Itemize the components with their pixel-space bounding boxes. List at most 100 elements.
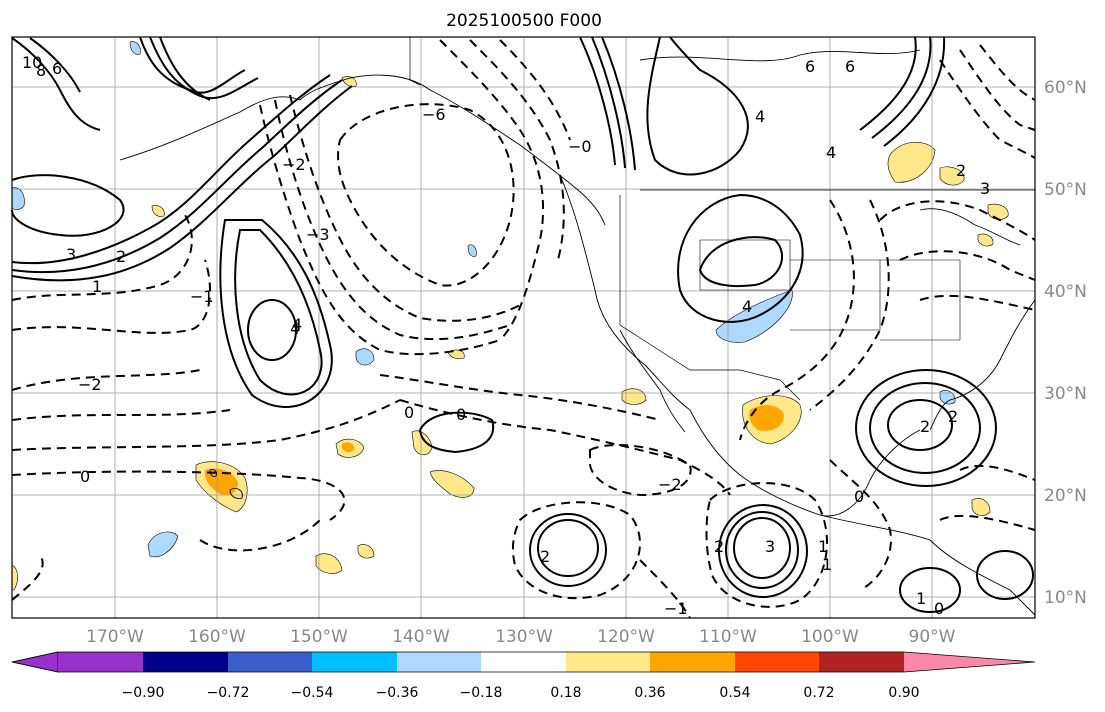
lon-label: 90°W [909, 627, 956, 647]
colorbar-segment [650, 652, 735, 672]
contour-label: 2 [956, 161, 966, 180]
lon-label: 160°W [188, 627, 246, 647]
contour-dash-3 [11, 369, 201, 391]
colorbar-segment [312, 652, 397, 672]
contour-label: 0 [934, 599, 944, 618]
shade-blue-south [147, 531, 179, 558]
contour-dash-11 [289, 94, 521, 322]
contour-dash-5 [11, 399, 401, 451]
contour-label: 2 [714, 537, 724, 556]
colorbar-extend-high [904, 652, 1035, 672]
contour-label: 6 [805, 57, 815, 76]
contour-dash-32 [939, 514, 1036, 531]
baja-coast [619, 329, 686, 433]
lat-label: 40°N [1044, 282, 1087, 302]
contour-east-3 [883, 36, 946, 147]
shade-yellow-caribbean [971, 498, 991, 516]
shade-blue-rockies [715, 289, 793, 343]
great-lakes [919, 208, 1021, 246]
contour-low-se-3 [855, 369, 997, 487]
state-boundary-3 [880, 259, 961, 341]
contour-label: 3 [66, 245, 76, 264]
gulf-coast [819, 429, 921, 517]
colorbar-tick-label: −0.54 [291, 685, 334, 701]
contour-dash-18 [589, 444, 692, 497]
contour-dash-8 [11, 554, 44, 601]
contour-n2 [149, 36, 259, 100]
shade-blue-north [129, 41, 141, 55]
colorbar-segment [735, 652, 819, 672]
contour-low-s1-2 [529, 513, 607, 587]
contour-label: 0 [80, 467, 90, 486]
contour-dash-29 [899, 250, 1036, 281]
lon-label: 170°W [86, 627, 144, 647]
colorbar-tick-label: 0.90 [888, 685, 919, 701]
arctic-coast [639, 49, 921, 62]
contour-label: 6 [845, 57, 855, 76]
atlantic-coast [929, 299, 1036, 431]
shade-yellow-canada [887, 142, 936, 183]
contour-dash-14 [469, 39, 565, 261]
contour-label: −2 [658, 475, 682, 494]
contour-dash-20 [705, 482, 828, 608]
colorbar-outline [11, 651, 1036, 673]
shade-yellow-south [315, 553, 343, 574]
colorbar-tick-label: −0.36 [376, 685, 419, 701]
lat-label: 10°N [1044, 588, 1087, 608]
colorbar-tick-label: 0.36 [634, 685, 665, 701]
contour-label: −6 [422, 105, 446, 124]
contour-label: −1 [664, 599, 688, 618]
contour-dash-27 [979, 44, 1036, 101]
contour-low-3 [234, 229, 323, 396]
contour-label: −2 [282, 155, 306, 174]
alaska-border [409, 37, 421, 86]
contour-low-s4-1 [976, 550, 1034, 600]
shade-yellow-south-2 [357, 544, 375, 559]
contour-dash-31 [959, 464, 1036, 481]
colorbar-segment [397, 652, 481, 672]
contour-dash-17 [399, 399, 731, 496]
shade-yellow-lakes [987, 203, 1009, 220]
colorbar-tick-label: −0.90 [122, 685, 165, 701]
lat-label: 50°N [1044, 180, 1087, 200]
contour-low-4 [247, 299, 297, 361]
contour-dash-13 [439, 39, 545, 341]
contour-low-s3-1 [899, 567, 961, 613]
lon-label: 110°W [699, 627, 757, 647]
contours-dashed [11, 39, 1036, 619]
contour-label: 1 [92, 277, 102, 296]
contour-label: −1 [190, 287, 214, 306]
shade-blue-pacific [355, 348, 375, 366]
contour-label: −3 [306, 225, 330, 244]
contour-dash-22 [639, 559, 691, 619]
contour-dash-15 [499, 39, 571, 141]
contour-dash-2 [11, 259, 211, 334]
shade-yellow-pacific-2 [411, 430, 433, 456]
contour-label: 4 [290, 319, 300, 338]
contour-label: 2 [540, 547, 550, 566]
shade-yellow-pacific [429, 470, 475, 498]
map-background [12, 37, 1035, 618]
latitude-labels: 60°N 50°N 40°N 30°N 20°N 10°N [1044, 78, 1087, 608]
shade-yellow-lakes-2 [977, 233, 994, 247]
contour-low-s2-3 [718, 504, 808, 598]
contour-east-2 [871, 36, 932, 139]
colorbar-extend-low [11, 651, 59, 673]
lat-label: 30°N [1044, 384, 1087, 404]
contour-dash-25 [939, 59, 1036, 159]
contour-1 [11, 85, 353, 282]
contour-label: 4 [292, 315, 302, 334]
colorbar-segment [58, 652, 143, 672]
shade-orange-region [749, 405, 784, 431]
shade-blue-small [467, 244, 477, 257]
contour-nw-low [11, 174, 125, 237]
contour-ridge-3 [601, 36, 636, 171]
contour-dash-26 [959, 49, 1036, 131]
colorbar-tick-label: −0.18 [460, 685, 503, 701]
colorbar-tick-label: 0.72 [803, 685, 834, 701]
lat-label: 60°N [1044, 78, 1087, 98]
colorbar-tick-label: −0.72 [207, 685, 250, 701]
contour-label: 10 [22, 53, 42, 72]
contour-label: 0 [456, 405, 466, 424]
